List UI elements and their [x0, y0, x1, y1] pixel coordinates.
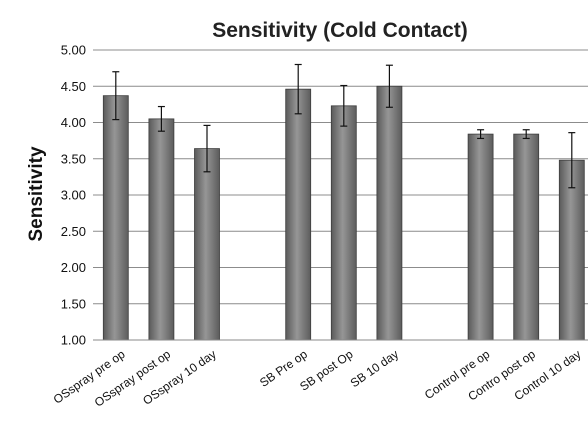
bar: [194, 148, 220, 341]
error-bars: [112, 63, 576, 189]
y-tick-label: 2.00: [61, 260, 86, 275]
y-tick-label: 4.00: [61, 115, 86, 130]
x-tick-label: SB 10 day: [348, 347, 401, 390]
bar: [467, 133, 494, 341]
y-tick-label: 3.00: [61, 188, 86, 203]
error-bar: [568, 132, 576, 189]
y-tick-label: 2.50: [61, 224, 86, 239]
y-tick-label: 1.50: [61, 296, 86, 311]
error-bar: [340, 84, 348, 127]
chart-title: Sensitivity (Cold Contact): [212, 19, 468, 42]
bar: [376, 85, 403, 341]
bar: [513, 133, 540, 341]
y-tick-label: 3.50: [61, 151, 86, 166]
error-bar: [522, 129, 530, 140]
bar: [285, 88, 312, 341]
error-bar: [157, 105, 165, 132]
y-tick-label: 4.50: [61, 79, 86, 94]
y-axis-label: Sensitivity: [26, 146, 47, 241]
error-bar: [112, 71, 120, 121]
y-tick-labels: 1.00 1.50 2.00 2.50 3.00 3.50 4.00 4.50 5.00: [61, 43, 86, 348]
y-tick-label: 1.00: [61, 333, 86, 348]
y-tick-label: 5.00: [61, 43, 86, 58]
error-bar: [294, 63, 302, 115]
bars: [102, 85, 585, 341]
x-tick-label: OSspray post op: [92, 347, 174, 410]
error-bar: [385, 64, 393, 108]
error-bar: [203, 124, 211, 173]
bar: [148, 118, 175, 341]
error-bar: [477, 129, 485, 140]
bar: [330, 105, 357, 341]
bar: [102, 95, 129, 341]
